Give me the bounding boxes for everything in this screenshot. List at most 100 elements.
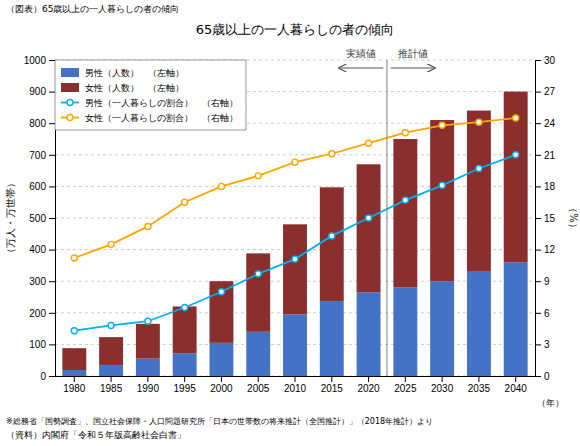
y-tick: 600 — [29, 181, 55, 192]
y2-tick-mark — [535, 92, 541, 93]
markers — [71, 115, 518, 261]
y-tick: 100 — [29, 339, 55, 350]
y-tick-label: 900 — [29, 86, 46, 97]
x-tick-mark — [295, 376, 296, 382]
y2-axis: 036912151821242730 — [535, 55, 556, 382]
bar — [62, 348, 86, 370]
point — [255, 173, 261, 179]
point — [108, 241, 114, 247]
legend-swatch — [61, 68, 79, 77]
source: （資料）内閣府「令和５年版高齢社会白書」 — [6, 430, 186, 440]
x-tick-label: 2025 — [394, 383, 417, 394]
point — [182, 199, 188, 205]
line — [74, 118, 515, 258]
bar — [246, 332, 270, 376]
y2-tick-mark — [535, 155, 541, 156]
source: ※総務省「国勢調査」、国立社会保障・人口問題研究所「日本の世帯数の将来推計（全国… — [6, 417, 433, 426]
line — [74, 155, 515, 331]
y2-tick: 9 — [535, 276, 550, 287]
x-tick: 2040 — [505, 376, 528, 394]
markers — [71, 152, 518, 334]
x-tick: 1985 — [100, 376, 123, 394]
point — [402, 130, 408, 136]
legend-marker — [67, 100, 73, 106]
bar — [393, 288, 417, 376]
y2-tick-label: 27 — [544, 86, 556, 97]
y-tick: 0 — [40, 371, 55, 382]
point — [71, 328, 77, 334]
arrow — [339, 67, 383, 68]
x-tick-label: 1980 — [63, 383, 86, 394]
y2-tick: 30 — [535, 55, 556, 66]
chart: 1980198519901995200020052010201520202025… — [0, 0, 580, 446]
y2-tick-label: 21 — [544, 150, 556, 161]
y-tick-label: 700 — [29, 150, 46, 161]
y2-tick: 27 — [535, 86, 556, 97]
point — [145, 318, 151, 324]
point — [476, 119, 482, 125]
point — [366, 140, 372, 146]
bar — [430, 120, 454, 281]
y-tick-label: 400 — [29, 244, 46, 255]
y-axis: 01002003004005006007008009001000 — [24, 55, 56, 382]
y-tick: 700 — [29, 150, 55, 161]
legend-label: 男性（人数） （左軸） — [85, 68, 184, 78]
legend-item: 女性（人数） （左軸） — [61, 83, 184, 93]
grid-line — [55, 186, 535, 187]
y-tick-mark — [49, 313, 55, 314]
x-tick-label: 1995 — [174, 383, 197, 394]
bar — [283, 224, 307, 314]
point — [402, 197, 408, 203]
point — [292, 159, 298, 165]
bar — [357, 164, 381, 292]
bar — [357, 292, 381, 376]
y-tick-mark — [49, 123, 55, 124]
point — [292, 256, 298, 262]
x-tick: 1995 — [174, 376, 197, 394]
legend-label: 女性（人数） （左軸） — [85, 83, 184, 93]
y-tick-label: 300 — [29, 276, 46, 287]
y-tick-label: 0 — [40, 371, 46, 382]
separator — [386, 60, 387, 376]
bar — [467, 111, 491, 272]
y2-tick: 3 — [535, 339, 550, 350]
x-tick-label: 1990 — [137, 383, 160, 394]
y-tick: 200 — [29, 308, 55, 319]
y2-tick-mark — [535, 60, 541, 61]
y-axis-line — [49, 61, 56, 377]
x-tick-mark — [442, 376, 443, 382]
x-tick-mark — [258, 376, 259, 382]
x-tick: 2015 — [321, 376, 344, 394]
legend-item: 男性（一人暮らしの割合） （右軸） — [61, 98, 238, 108]
x-tick: 2030 — [431, 376, 454, 394]
point — [218, 289, 224, 295]
x-tick: 2005 — [247, 376, 270, 394]
bar — [136, 359, 160, 376]
point — [255, 271, 261, 277]
x-tick-mark — [515, 376, 516, 382]
legend-swatch — [61, 83, 79, 92]
annotation: 実績値 — [346, 48, 376, 59]
x-tick-mark — [331, 376, 332, 382]
y2-tick-label: 18 — [544, 181, 556, 192]
y2-tick-label: 9 — [544, 276, 550, 287]
y-tick-label: 100 — [29, 339, 46, 350]
y-tick-mark — [49, 344, 55, 345]
y-tick-mark — [49, 186, 55, 187]
bar-series — [62, 92, 527, 370]
point — [439, 122, 445, 128]
grid-line — [55, 218, 535, 219]
x-tick-label: 2040 — [505, 383, 528, 394]
bar — [283, 314, 307, 376]
legend-marker — [67, 115, 73, 121]
point — [329, 151, 335, 157]
y2-tick-mark — [535, 218, 541, 219]
bar — [320, 187, 344, 301]
x-tick: 1990 — [137, 376, 160, 394]
y2-tick: 0 — [535, 371, 550, 382]
x-tick-mark — [368, 376, 369, 382]
y2-tick-label: 6 — [544, 308, 550, 319]
bar — [320, 301, 344, 376]
y2-tick: 21 — [535, 150, 556, 161]
y-tick-mark — [49, 250, 55, 251]
